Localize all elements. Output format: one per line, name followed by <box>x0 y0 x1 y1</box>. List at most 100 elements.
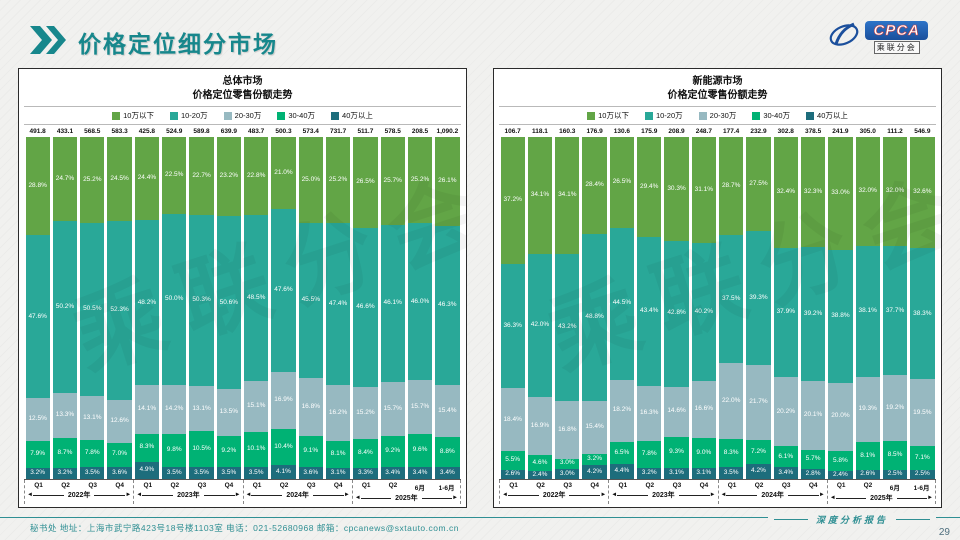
legend: 10万以下 10-20万 20-30万 30-40万 40万以上 <box>24 106 461 125</box>
bar-segment: 39.2% <box>800 247 826 382</box>
x-axis-quarter-label: Q1 <box>509 482 518 489</box>
segment-percent-label: 9.6% <box>412 446 428 454</box>
footer-contact-text: 秘书处 地址：上海市武宁路423号18号楼1103室 电话：021-526809… <box>30 523 459 533</box>
segment-percent-label: 24.5% <box>110 174 129 182</box>
bar-segment: 3.0% <box>555 468 580 479</box>
axis-arrow-line <box>94 494 126 496</box>
axis-arrow-line <box>617 494 649 496</box>
bar-segment: 8.1% <box>855 442 880 471</box>
bar-segment: 7.0% <box>107 442 132 467</box>
segment-percent-label: 50.6% <box>219 298 239 306</box>
bar-segment: 7.2% <box>746 439 771 465</box>
bar-segment: 3.4% <box>407 467 433 479</box>
bar-total-label: 208.5 <box>411 128 429 135</box>
bar-segment: 3.5% <box>162 467 187 479</box>
x-axis-year-group: Q1 Q2 Q3 Q4 ◄ 2023年 ► <box>133 480 242 504</box>
segment-percent-label: 3.2% <box>587 454 602 462</box>
bar-segment: 3.3% <box>353 467 378 479</box>
legend-label: 10-20万 <box>180 111 208 120</box>
axis-arrow-line <box>835 497 867 499</box>
segment-percent-label: 39.2% <box>803 310 823 318</box>
bar-total-label: 248.7 <box>695 128 712 135</box>
segment-percent-label: 12.6% <box>110 416 129 424</box>
segment-percent-label: 3.5% <box>723 468 739 476</box>
bar-segment: 52.3% <box>107 220 132 400</box>
segment-percent-label: 21.0% <box>274 168 293 176</box>
segment-percent-label: 38.1% <box>858 307 877 315</box>
segment-percent-label: 26.5% <box>612 178 632 186</box>
segment-percent-label: 3.4% <box>412 468 428 476</box>
bar-total-label: 578.5 <box>384 128 401 135</box>
bar-column: 29.4% 43.4% 16.3% 7.8% 3.2% <box>637 137 662 479</box>
x-axis-quarter-row: Q1 Q2 Q3 Q4 <box>244 480 352 489</box>
bar-segment: 9.2% <box>380 435 405 468</box>
x-axis-quarter-label: Q4 <box>590 482 600 489</box>
bar-segment: 9.8% <box>162 433 187 468</box>
x-axis-year-label: 2024年 <box>761 492 784 499</box>
bar-segment: 22.7% <box>189 137 214 215</box>
segment-percent-label: 7.1% <box>914 454 930 462</box>
segment-percent-label: 50.2% <box>55 302 75 310</box>
bar-segment: 25.0% <box>298 137 323 223</box>
x-axis-quarter-label: Q2 <box>279 482 289 489</box>
bar-total-label: 491.8 <box>29 128 46 135</box>
legend-color-swatch <box>698 111 707 120</box>
stacked-bars: 28.8% 47.6% 12.5% 7.9% 3.2% 24.7% 50.2% 13.3% 8.… <box>24 137 461 480</box>
segment-percent-label: 28.4% <box>585 181 604 189</box>
bar-segment: 31.1% <box>691 137 716 244</box>
x-axis-year-group: Q1 Q2 Q3 Q4 ◄ 2023年 ► <box>608 480 717 504</box>
arrow-right-icon: ► <box>818 492 825 498</box>
bar-segment: 50.2% <box>52 221 78 393</box>
bar-totals-row: 106.7 118.1 160.3 176.9 130.6 175.9 208.9 248.7… <box>499 125 936 137</box>
bar-segment: 25.7% <box>380 137 405 225</box>
segment-percent-label: 2.4% <box>532 470 548 478</box>
segment-percent-label: 15.1% <box>246 402 266 410</box>
x-axis-quarter-row: Q1 Q2 Q3 Q4 <box>609 480 717 489</box>
chart-title: 总体市场 价格定位零售份额走势 <box>24 73 461 106</box>
segment-percent-label: 7.0% <box>112 450 127 458</box>
bar-segment: 32.0% <box>882 137 908 247</box>
segment-percent-label: 9.2% <box>385 447 401 455</box>
segment-percent-label: 15.2% <box>356 408 375 416</box>
bar-segment: 3.6% <box>298 466 323 479</box>
cpca-logo-text: CPCA <box>865 21 928 40</box>
segment-percent-label: 4.9% <box>139 466 155 473</box>
segment-percent-label: 16.8% <box>558 425 577 433</box>
bar-segment: 2.6% <box>500 470 525 479</box>
x-axis: Q1 Q2 Q3 Q4 ◄ 2022年 ► Q1 Q2 Q3 Q4 ◄ 2023年 ► Q1 Q2 Q3 Q4 ◄ 2… <box>24 480 461 504</box>
bar-segment: 13.5% <box>216 389 241 436</box>
bar-segment: 2.6% <box>855 470 880 479</box>
bar-segment: 14.1% <box>134 385 160 434</box>
bar-segment: 22.5% <box>162 137 187 214</box>
segment-percent-label: 46.6% <box>356 303 375 311</box>
bar-segment: 37.7% <box>882 246 908 376</box>
bar-segment: 19.5% <box>910 379 935 447</box>
bar-total-label: 573.4 <box>302 128 319 135</box>
charts-area: 乘联分会总体市场价格定位零售份额走势10万以下10-20万20-30万30-40… <box>18 68 942 508</box>
segment-percent-label: 24.4% <box>137 174 157 182</box>
segment-percent-label: 34.1% <box>558 191 577 198</box>
legend-label: 10万以下 <box>598 111 629 120</box>
segment-percent-label: 37.7% <box>885 306 905 314</box>
x-axis-quarter-label: Q3 <box>306 482 316 489</box>
bar-segment: 5.8% <box>828 450 853 471</box>
segment-percent-label: 32.6% <box>913 188 932 196</box>
segment-percent-label: 47.4% <box>328 299 348 307</box>
x-axis-year-label: 2022年 <box>67 492 91 499</box>
segment-percent-label: 3.6% <box>112 468 127 476</box>
x-axis-year-group: Q1 Q2 6月 1-6月 ◄ 2025年 ► <box>826 480 936 504</box>
bar-segment: 3.2% <box>637 468 662 479</box>
x-axis-quarter-label: Q1 <box>361 482 371 489</box>
bar-segment: 16.9% <box>271 371 296 430</box>
bar-column: 24.7% 50.2% 13.3% 8.7% 3.2% <box>52 137 78 479</box>
arrow-left-icon: ◄ <box>245 492 252 498</box>
bar-segment: 28.8% <box>25 137 50 236</box>
bar-segment: 3.4% <box>380 467 405 479</box>
x-axis-year-group: Q1 Q2 Q3 Q4 ◄ 2024年 ► <box>242 480 352 504</box>
bar-segment: 7.8% <box>637 441 662 469</box>
segment-percent-label: 3.5% <box>84 468 100 476</box>
bar-segment: 15.1% <box>244 380 269 433</box>
segment-percent-label: 8.3% <box>723 448 739 456</box>
segment-percent-label: 7.8% <box>84 449 100 457</box>
x-axis-year-arrow: ◄ 2025年 ► <box>828 492 935 503</box>
